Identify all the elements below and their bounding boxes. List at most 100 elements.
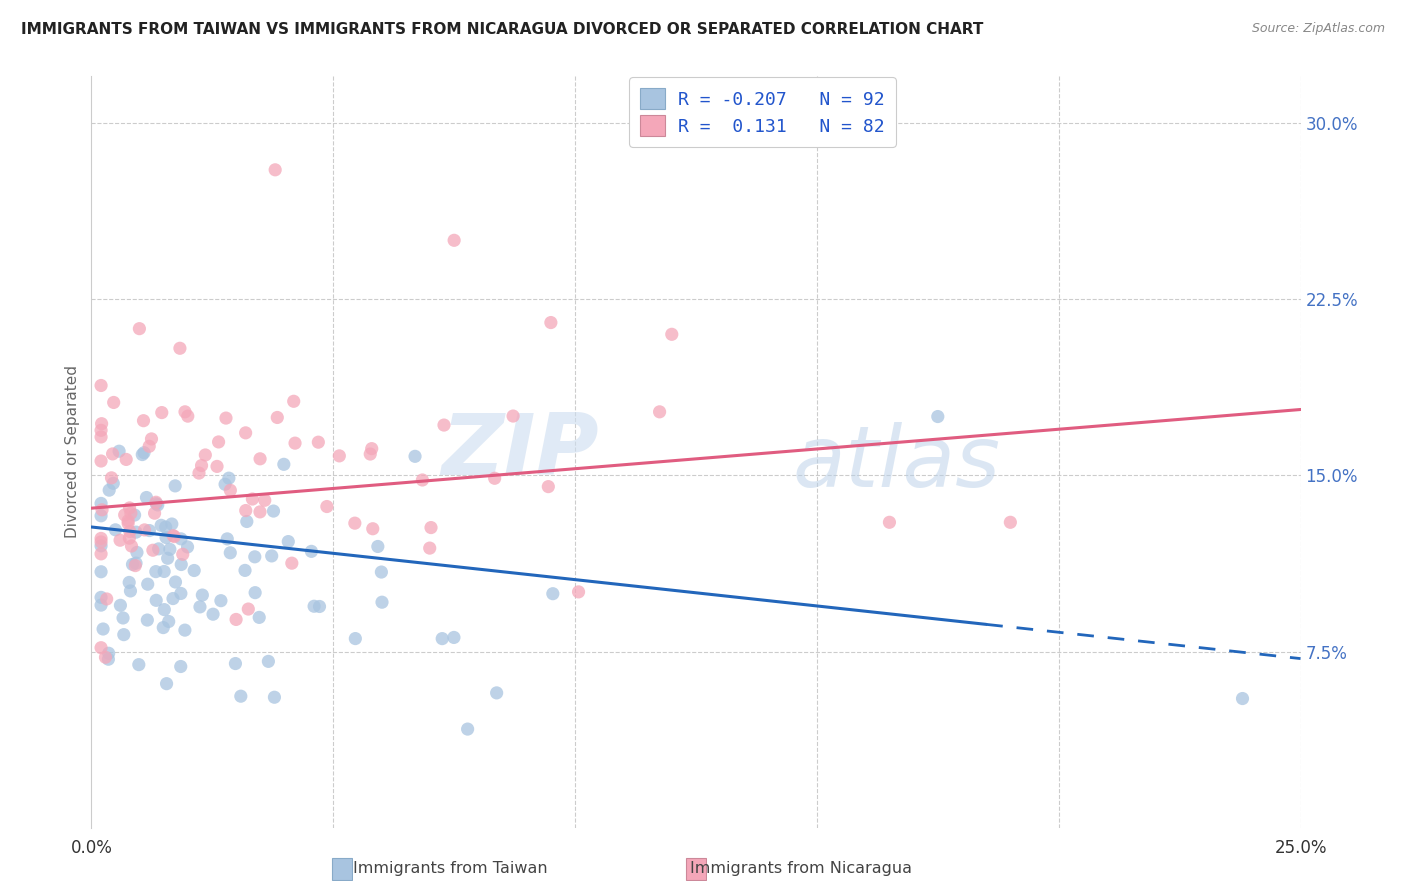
Point: [370, 565, 392, 579]
Point: [145, 495, 167, 509]
Text: IMMIGRANTS FROM TAIWAN VS IMMIGRANTS FROM NICARAGUA DIVORCED OR SEPARATED CORREL: IMMIGRANTS FROM TAIWAN VS IMMIGRANTS FRO…: [21, 22, 983, 37]
Point: [371, 595, 394, 609]
Point: [661, 327, 683, 342]
Point: [236, 515, 259, 529]
Point: [174, 623, 197, 637]
Point: [141, 432, 163, 446]
Point: [235, 503, 257, 517]
Point: [541, 587, 564, 601]
Point: [502, 409, 524, 423]
Point: [260, 549, 283, 563]
Point: [131, 448, 153, 462]
Point: [136, 577, 159, 591]
Point: [124, 508, 146, 522]
Point: [235, 425, 257, 440]
Point: [263, 690, 285, 705]
Point: [242, 491, 264, 506]
Point: [132, 445, 155, 459]
Point: [177, 409, 200, 424]
Point: [1000, 516, 1022, 530]
Point: [138, 439, 160, 453]
Point: [112, 627, 135, 641]
Point: [153, 602, 176, 616]
Point: [284, 436, 307, 450]
Point: [191, 588, 214, 602]
Point: [118, 575, 141, 590]
Point: [433, 418, 456, 433]
Point: [264, 162, 287, 177]
Point: [432, 632, 454, 646]
Point: [101, 447, 124, 461]
Point: [217, 532, 239, 546]
Point: [194, 448, 217, 462]
Point: [243, 549, 266, 564]
Point: [214, 477, 236, 491]
Point: [120, 506, 142, 520]
Point: [359, 447, 381, 461]
Point: [299, 544, 322, 558]
Point: [443, 631, 465, 645]
Text: Source: ZipAtlas.com: Source: ZipAtlas.com: [1251, 22, 1385, 36]
Point: [148, 541, 170, 556]
Point: [302, 599, 325, 614]
Point: [90, 539, 112, 553]
Point: [170, 558, 193, 572]
Point: [125, 556, 148, 570]
Point: [134, 523, 156, 537]
Point: [484, 471, 506, 485]
Point: [343, 516, 366, 531]
Point: [540, 316, 562, 330]
Point: [159, 542, 181, 557]
Point: [153, 565, 176, 579]
Point: [367, 540, 389, 554]
Point: [420, 520, 443, 534]
Point: [308, 599, 330, 614]
Point: [98, 483, 121, 498]
Legend: R = -0.207   N = 92, R =  0.131   N = 82: R = -0.207 N = 92, R = 0.131 N = 82: [630, 78, 896, 147]
Text: Immigrants from Nicaragua: Immigrants from Nicaragua: [690, 862, 912, 876]
Point: [136, 613, 159, 627]
Point: [118, 531, 141, 545]
Y-axis label: Divorced or Separated: Divorced or Separated: [65, 366, 80, 538]
Point: [90, 547, 112, 561]
Point: [273, 458, 295, 472]
Point: [145, 497, 167, 511]
Point: [176, 540, 198, 554]
Point: [219, 546, 242, 560]
Point: [202, 607, 225, 622]
Text: atlas: atlas: [793, 422, 1001, 505]
Text: Immigrants from Taiwan: Immigrants from Taiwan: [353, 862, 547, 876]
Point: [120, 583, 142, 598]
Point: [110, 599, 132, 613]
Point: [150, 518, 173, 533]
Point: [567, 585, 589, 599]
Point: [537, 480, 560, 494]
Point: [91, 503, 114, 517]
Point: [125, 525, 148, 540]
Point: [155, 531, 177, 545]
Point: [90, 508, 112, 523]
Point: [879, 516, 901, 530]
Point: [103, 476, 125, 491]
Point: [124, 558, 146, 573]
Point: [225, 612, 247, 626]
Point: [344, 632, 367, 646]
Point: [160, 516, 183, 531]
Point: [150, 406, 173, 420]
Point: [165, 574, 187, 589]
Point: [90, 565, 112, 579]
Point: [263, 504, 285, 518]
Point: [138, 524, 160, 538]
Point: [165, 479, 187, 493]
Point: [114, 508, 136, 522]
Point: [145, 593, 167, 607]
Point: [927, 409, 949, 424]
Point: [146, 498, 169, 512]
Point: [170, 659, 193, 673]
Point: [162, 529, 184, 543]
Point: [224, 657, 246, 671]
Point: [128, 321, 150, 335]
Point: [157, 615, 180, 629]
Point: [443, 233, 465, 247]
Point: [266, 410, 288, 425]
